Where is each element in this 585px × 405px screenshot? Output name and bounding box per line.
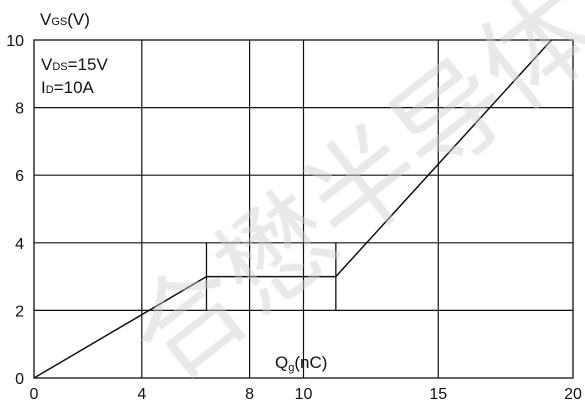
y-tick-label-5: 10 <box>6 33 24 50</box>
x-axis-label: Qg(nC) <box>275 353 327 374</box>
x-tick-label-3: 10 <box>295 386 313 403</box>
y-axis-label-main: V <box>40 10 52 29</box>
watermark-text: 合懋半导体（ <box>107 0 585 405</box>
series-layer <box>33 39 552 379</box>
y-axis-label-unit: (V) <box>67 10 90 29</box>
y-tick-label-2: 4 <box>15 236 24 253</box>
x-tick-label-0: 0 <box>30 386 39 403</box>
x-tick-label-5: 20 <box>564 386 582 403</box>
plot-frame <box>33 39 574 379</box>
x-tick-label-2: 8 <box>245 386 254 403</box>
x-tick-label-1: 4 <box>137 386 146 403</box>
x-axis-label-sub: g <box>288 362 294 374</box>
condition-id-main: I <box>41 78 46 97</box>
condition-vds-sub: DS <box>52 61 67 73</box>
condition-vds-value: =15V <box>68 55 109 74</box>
y-tick-label-3: 6 <box>15 168 24 185</box>
grid-lines <box>34 40 573 378</box>
x-axis-label-main: Q <box>275 353 288 372</box>
condition-id-value: =10A <box>54 78 95 97</box>
series-line-0 <box>33 39 552 379</box>
x-axis-label-unit: (nC) <box>294 353 327 372</box>
condition-vds: VDS=15V <box>41 55 108 74</box>
y-tick-labels: 0 2 4 6 8 10 <box>6 33 24 388</box>
y-tick-label-0: 0 <box>15 371 24 388</box>
y-axis-label-sub: GS <box>51 16 67 28</box>
y-axis-label: VGS(V) <box>40 10 90 29</box>
x-tick-labels: 0 4 8 10 15 20 <box>30 386 582 403</box>
condition-id-sub: D <box>46 84 54 96</box>
y-tick-label-4: 8 <box>15 101 24 118</box>
y-tick-label-1: 2 <box>15 303 24 320</box>
x-tick-label-4: 15 <box>429 386 447 403</box>
condition-id: ID=10A <box>41 78 95 97</box>
condition-vds-main: V <box>41 55 53 74</box>
